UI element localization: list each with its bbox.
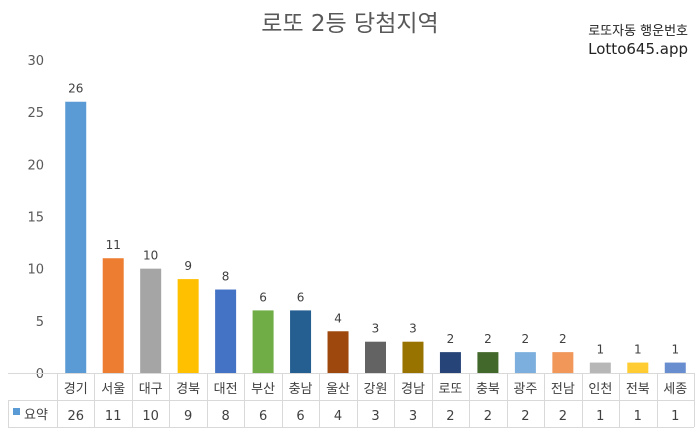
data-label: 3 [372,322,380,336]
category-label: 강원 [364,382,388,397]
data-label: 6 [297,290,305,304]
data-label: 10 [143,249,158,263]
table-value: 3 [371,409,379,424]
data-label: 2 [522,332,530,346]
data-label: 1 [634,343,642,357]
data-label: 2 [447,332,455,346]
table-value: 8 [221,409,229,424]
category-label: 경북 [176,382,200,397]
table-value: 1 [634,409,642,424]
bar [365,341,386,373]
category-label: 부산 [251,382,275,397]
category-label: 서울 [101,382,125,397]
table-value: 4 [334,409,342,424]
category-label: 광주 [513,382,537,397]
bar [327,331,349,373]
legend-label: 요약 [24,408,48,423]
table-value: 26 [67,409,84,424]
data-label: 6 [259,290,267,304]
bar [552,352,574,373]
y-tick-label: 0 [36,367,44,382]
bar [627,362,649,373]
y-tick-label: 30 [27,54,44,69]
table-value: 2 [521,409,529,424]
bar [589,362,611,373]
bar [65,101,87,373]
data-label: 9 [184,259,192,273]
chart-title: 로또 2등 당첨지역 [261,11,439,37]
bar [439,352,461,373]
bar [514,352,536,373]
y-tick-label: 15 [27,211,44,226]
bar [402,341,424,373]
table-value: 2 [446,409,454,424]
y-tick-label: 25 [27,106,44,121]
y-tick-label: 10 [27,263,44,278]
data-label: 26 [68,82,83,96]
data-label: 2 [559,332,567,346]
y-tick-label: 20 [27,158,44,173]
data-label: 8 [222,270,230,284]
data-label: 4 [334,311,342,325]
table-value: 6 [259,409,267,424]
table-value: 6 [296,409,304,424]
table-value: 1 [671,409,679,424]
table-value: 3 [409,409,417,424]
category-label: 인천 [588,382,612,397]
legend-marker [13,408,20,415]
data-label: 2 [484,332,492,346]
bar [140,268,162,373]
bar [477,352,499,373]
bar [664,362,686,373]
data-label: 1 [597,343,605,357]
category-label: 대구 [139,382,163,397]
category-label: 세종 [663,382,687,397]
table-value: 10 [142,409,159,424]
bar [102,258,124,373]
category-label: 전북 [626,382,650,397]
category-label: 경기 [64,382,88,397]
category-label: 충북 [476,382,500,397]
data-label: 1 [671,343,679,357]
brand-site: Lotto645.app [588,40,688,58]
category-label: 전남 [551,382,575,397]
category-label: 울산 [326,382,350,397]
bar [252,310,274,373]
table-value: 11 [105,409,122,424]
table-value: 9 [184,409,192,424]
bar [290,310,312,373]
category-label: 충남 [289,382,313,397]
category-label: 로또 [438,382,462,397]
category-label: 경남 [401,382,425,397]
table-value: 2 [484,409,492,424]
y-tick-label: 5 [36,315,44,330]
category-label: 대전 [214,382,238,397]
bar [177,279,199,373]
data-label: 11 [106,238,121,252]
table-value: 2 [559,409,567,424]
data-label: 3 [409,322,417,336]
table-value: 1 [596,409,604,424]
brand-tagline: 로또자동 행운번호 [588,24,688,39]
bar [215,289,237,373]
